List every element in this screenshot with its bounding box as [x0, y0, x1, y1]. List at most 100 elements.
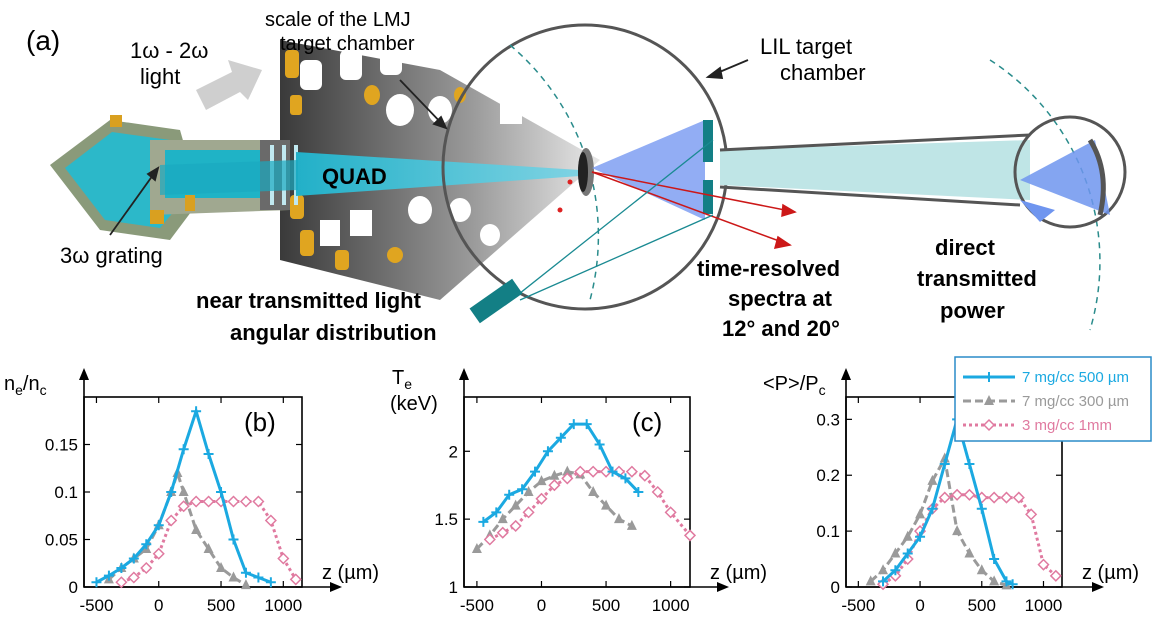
- data-point: [252, 495, 265, 508]
- data-point: [178, 486, 189, 496]
- data-point: [522, 506, 535, 519]
- data-point: [1007, 579, 1018, 590]
- legend-entry: 7 mg/cc 500 µm: [1022, 369, 1129, 386]
- data-point: [915, 508, 926, 519]
- panel-label: (c): [632, 407, 662, 437]
- data-point: [542, 446, 553, 457]
- spectra-label-line1: time-resolved: [697, 256, 840, 281]
- data-point: [239, 495, 253, 508]
- data-point: [651, 485, 664, 499]
- data-point: [890, 547, 901, 558]
- data-point: [152, 547, 165, 560]
- data-point: [1025, 508, 1038, 521]
- data-point: [289, 573, 302, 586]
- data-point: [265, 577, 276, 588]
- y-tick-label: 1: [449, 578, 458, 597]
- data-point: [228, 571, 239, 582]
- data-point: [939, 459, 950, 470]
- y-tick-label: 0.2: [816, 466, 840, 485]
- y-tick-label: 1.5: [434, 510, 458, 529]
- data-point: [535, 492, 548, 505]
- data-point: [988, 491, 1001, 504]
- spectrometer-upper: [703, 120, 713, 162]
- data-point: [964, 547, 975, 558]
- y-axis-label: ne/nc: [4, 373, 47, 398]
- data-point: [561, 472, 574, 485]
- legend-marker: [982, 418, 996, 432]
- data-point: [548, 479, 561, 492]
- data-point: [601, 499, 612, 510]
- data-point: [190, 495, 203, 508]
- data-point: [625, 465, 638, 478]
- lmj-label-line2: target chamber: [280, 33, 415, 55]
- y-axis-label: Te: [392, 367, 412, 392]
- data-point: [240, 579, 251, 590]
- data-point: [178, 444, 189, 455]
- y-tick-label: 0.15: [45, 436, 78, 455]
- data-point: [115, 576, 128, 589]
- data-point: [938, 491, 951, 504]
- data-point: [227, 495, 240, 508]
- data-point: [91, 577, 102, 588]
- data-point: [599, 465, 613, 478]
- data-point: [1012, 491, 1025, 504]
- data-point: [989, 575, 1000, 586]
- data-point: [915, 531, 926, 542]
- data-point: [153, 520, 164, 531]
- light-arrow-icon: [196, 60, 262, 110]
- x-axis-arrowhead: [330, 582, 342, 592]
- direct-label-line2: transmitted: [917, 266, 1037, 291]
- chart-panel-c: -500 0 500 1000 1 1.5 2 (c) z (µm) Te(keV): [390, 367, 767, 615]
- red-dot: [567, 179, 573, 185]
- data-point: [620, 473, 631, 484]
- light-label-line1: 1ω - 2ω: [130, 38, 208, 63]
- data-point: [964, 459, 975, 470]
- x-tick-label: 500: [207, 596, 235, 615]
- panel-label-a: (a): [26, 25, 60, 56]
- lmj-dashed-arc: [509, 44, 600, 301]
- near-detector: [469, 278, 523, 324]
- y-tick-label: 0: [831, 578, 840, 597]
- data-point: [890, 565, 901, 576]
- x-tick-label: 1000: [652, 596, 690, 615]
- data-point: [963, 488, 976, 501]
- data-point: [588, 486, 599, 496]
- x-axis-label: z (µm): [1082, 562, 1139, 584]
- data-point: [141, 539, 152, 550]
- data-point: [952, 525, 963, 536]
- data-point: [638, 469, 651, 482]
- spectra-label-line3: 12° and 20°: [722, 316, 840, 341]
- quad-structure-graphic: [50, 115, 580, 240]
- y-axis-label: <P>/Pc: [763, 373, 826, 398]
- data-point: [902, 548, 913, 559]
- red-dot: [557, 207, 563, 213]
- series-line: [489, 470, 692, 541]
- x-tick-label: 500: [592, 596, 620, 615]
- data-point: [128, 553, 139, 564]
- data-point: [1037, 558, 1050, 571]
- y-tick-label: 0.05: [45, 531, 78, 550]
- data-point: [562, 465, 573, 476]
- direct-label-line3: power: [940, 298, 1005, 323]
- spectra-label-line2: spectra at: [728, 286, 833, 311]
- data-point: [523, 486, 534, 496]
- y-axis-label-unit: (keV): [390, 393, 438, 415]
- direct-label-line1: direct: [935, 235, 996, 260]
- data-point: [165, 514, 178, 527]
- lil-label-line2: chamber: [780, 60, 866, 85]
- lmj-label-line1: scale of the LMJ: [265, 9, 411, 31]
- x-tick-label: 500: [968, 596, 996, 615]
- data-point: [902, 530, 913, 541]
- x-tick-label: 0: [537, 596, 546, 615]
- data-point: [203, 449, 214, 459]
- x-tick-label: -500: [460, 596, 494, 615]
- x-tick-label: -500: [79, 596, 113, 615]
- data-point: [549, 469, 560, 480]
- near-label-line1: near transmitted light: [196, 288, 422, 313]
- data-point: [228, 534, 239, 545]
- panel-label: (b): [244, 407, 276, 437]
- data-point: [240, 567, 251, 578]
